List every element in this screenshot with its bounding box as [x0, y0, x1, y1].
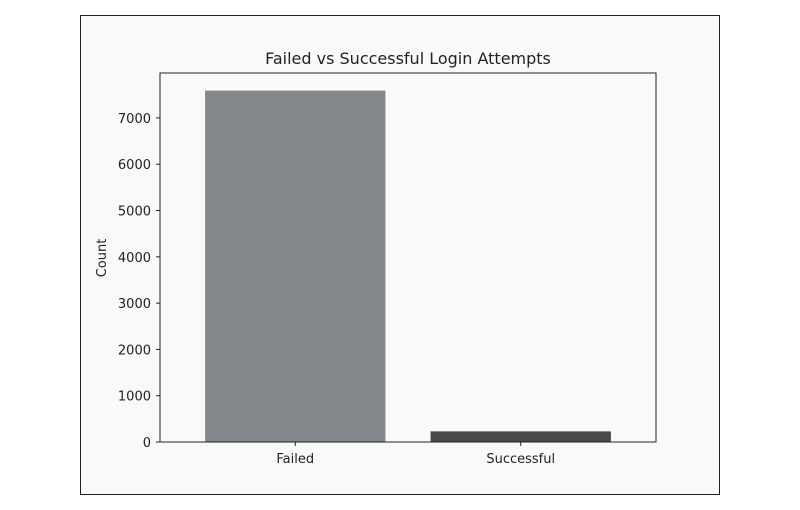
plot-frame: [159, 72, 657, 443]
x-tick-label: Failed: [276, 452, 314, 467]
y-tick-label: 7000: [118, 112, 151, 127]
y-tick-label: 2000: [118, 343, 151, 358]
y-tick-label: 6000: [118, 158, 151, 173]
y-axis: 0 1000 2000 3000 4000 5000 6000 7000: [118, 112, 160, 451]
x-tick-label: Successful: [486, 452, 555, 467]
x-axis: Failed Successful: [276, 442, 555, 467]
y-tick-label: 4000: [118, 251, 151, 266]
y-axis-label: Count: [95, 239, 110, 278]
bar-successful: [430, 431, 611, 442]
bars-layer: [205, 90, 611, 442]
y-tick-label: 3000: [118, 297, 151, 312]
bar-failed: [205, 90, 386, 442]
y-tick-label: 0: [143, 436, 151, 451]
chart-title: Failed vs Successful Login Attempts: [265, 49, 551, 68]
y-tick-label: 1000: [118, 390, 151, 405]
y-tick-label: 5000: [118, 205, 151, 220]
